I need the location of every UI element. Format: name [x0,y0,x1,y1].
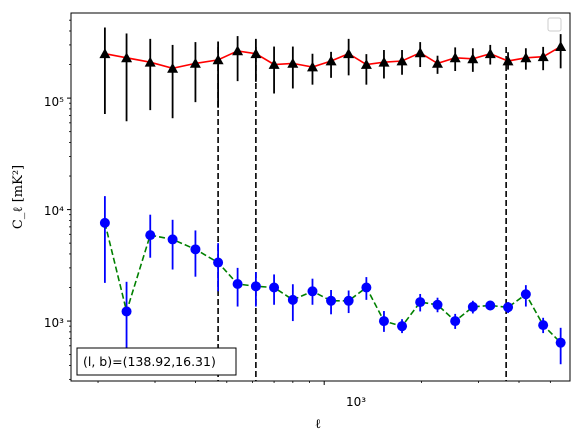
legend-box [547,17,562,32]
data-point [167,62,179,73]
y-tick-label-1e4: 10⁴ [44,204,64,218]
data-point [361,282,372,293]
data-point [378,316,389,327]
data-point [467,301,478,312]
data-point [121,306,132,317]
x-axis-label: ℓ [315,417,321,432]
data-point [503,302,514,313]
data-point [307,286,318,297]
data-point [190,244,201,255]
data-point [520,289,531,300]
data-point [360,59,372,69]
series [99,27,567,365]
data-point [397,321,408,332]
data-point [287,294,298,305]
data-point [145,230,156,241]
data-point [212,54,224,65]
data-point [326,295,337,306]
y-axis-label: C_ℓ [mK²] [11,165,26,229]
data-point [378,56,390,67]
annotation-text: (l, b)=(138.92,16.31) [83,354,216,369]
data-point [414,47,426,58]
data-point [250,48,262,59]
data-point [432,299,443,310]
data-point [343,48,355,59]
data-point [538,320,549,331]
data-point [415,297,426,308]
x-tick-label: 10³ [346,395,366,409]
data-point [432,57,443,68]
data-point [287,57,299,68]
data-point [502,55,514,66]
data-point [485,300,496,311]
data-point [189,57,201,68]
data-point [307,61,318,72]
series-circle [99,196,566,365]
data-point [213,257,224,268]
plot-frame [70,12,571,382]
data-point [396,55,408,66]
data-point [144,56,156,67]
data-point [467,53,479,64]
data-point [555,337,566,348]
data-point [99,48,111,59]
data-point [537,51,549,62]
ticks [67,19,551,385]
data-point [520,52,532,63]
data-point [484,48,496,59]
data-point [268,59,280,69]
data-point [325,55,337,66]
data-point [343,295,354,306]
annotation-box [76,347,237,376]
data-point [232,279,243,290]
data-point [450,316,461,327]
data-point [449,52,461,63]
data-point [232,45,244,56]
y-tick-label-1e3: 10³ [44,316,64,330]
data-point [99,217,110,228]
series-triangle [99,27,567,122]
data-point [167,234,178,245]
data-point [121,52,133,63]
data-point [555,41,567,51]
y-tick-label-1e5: 10⁵ [44,95,64,109]
data-point [250,281,261,292]
data-point [269,282,280,293]
